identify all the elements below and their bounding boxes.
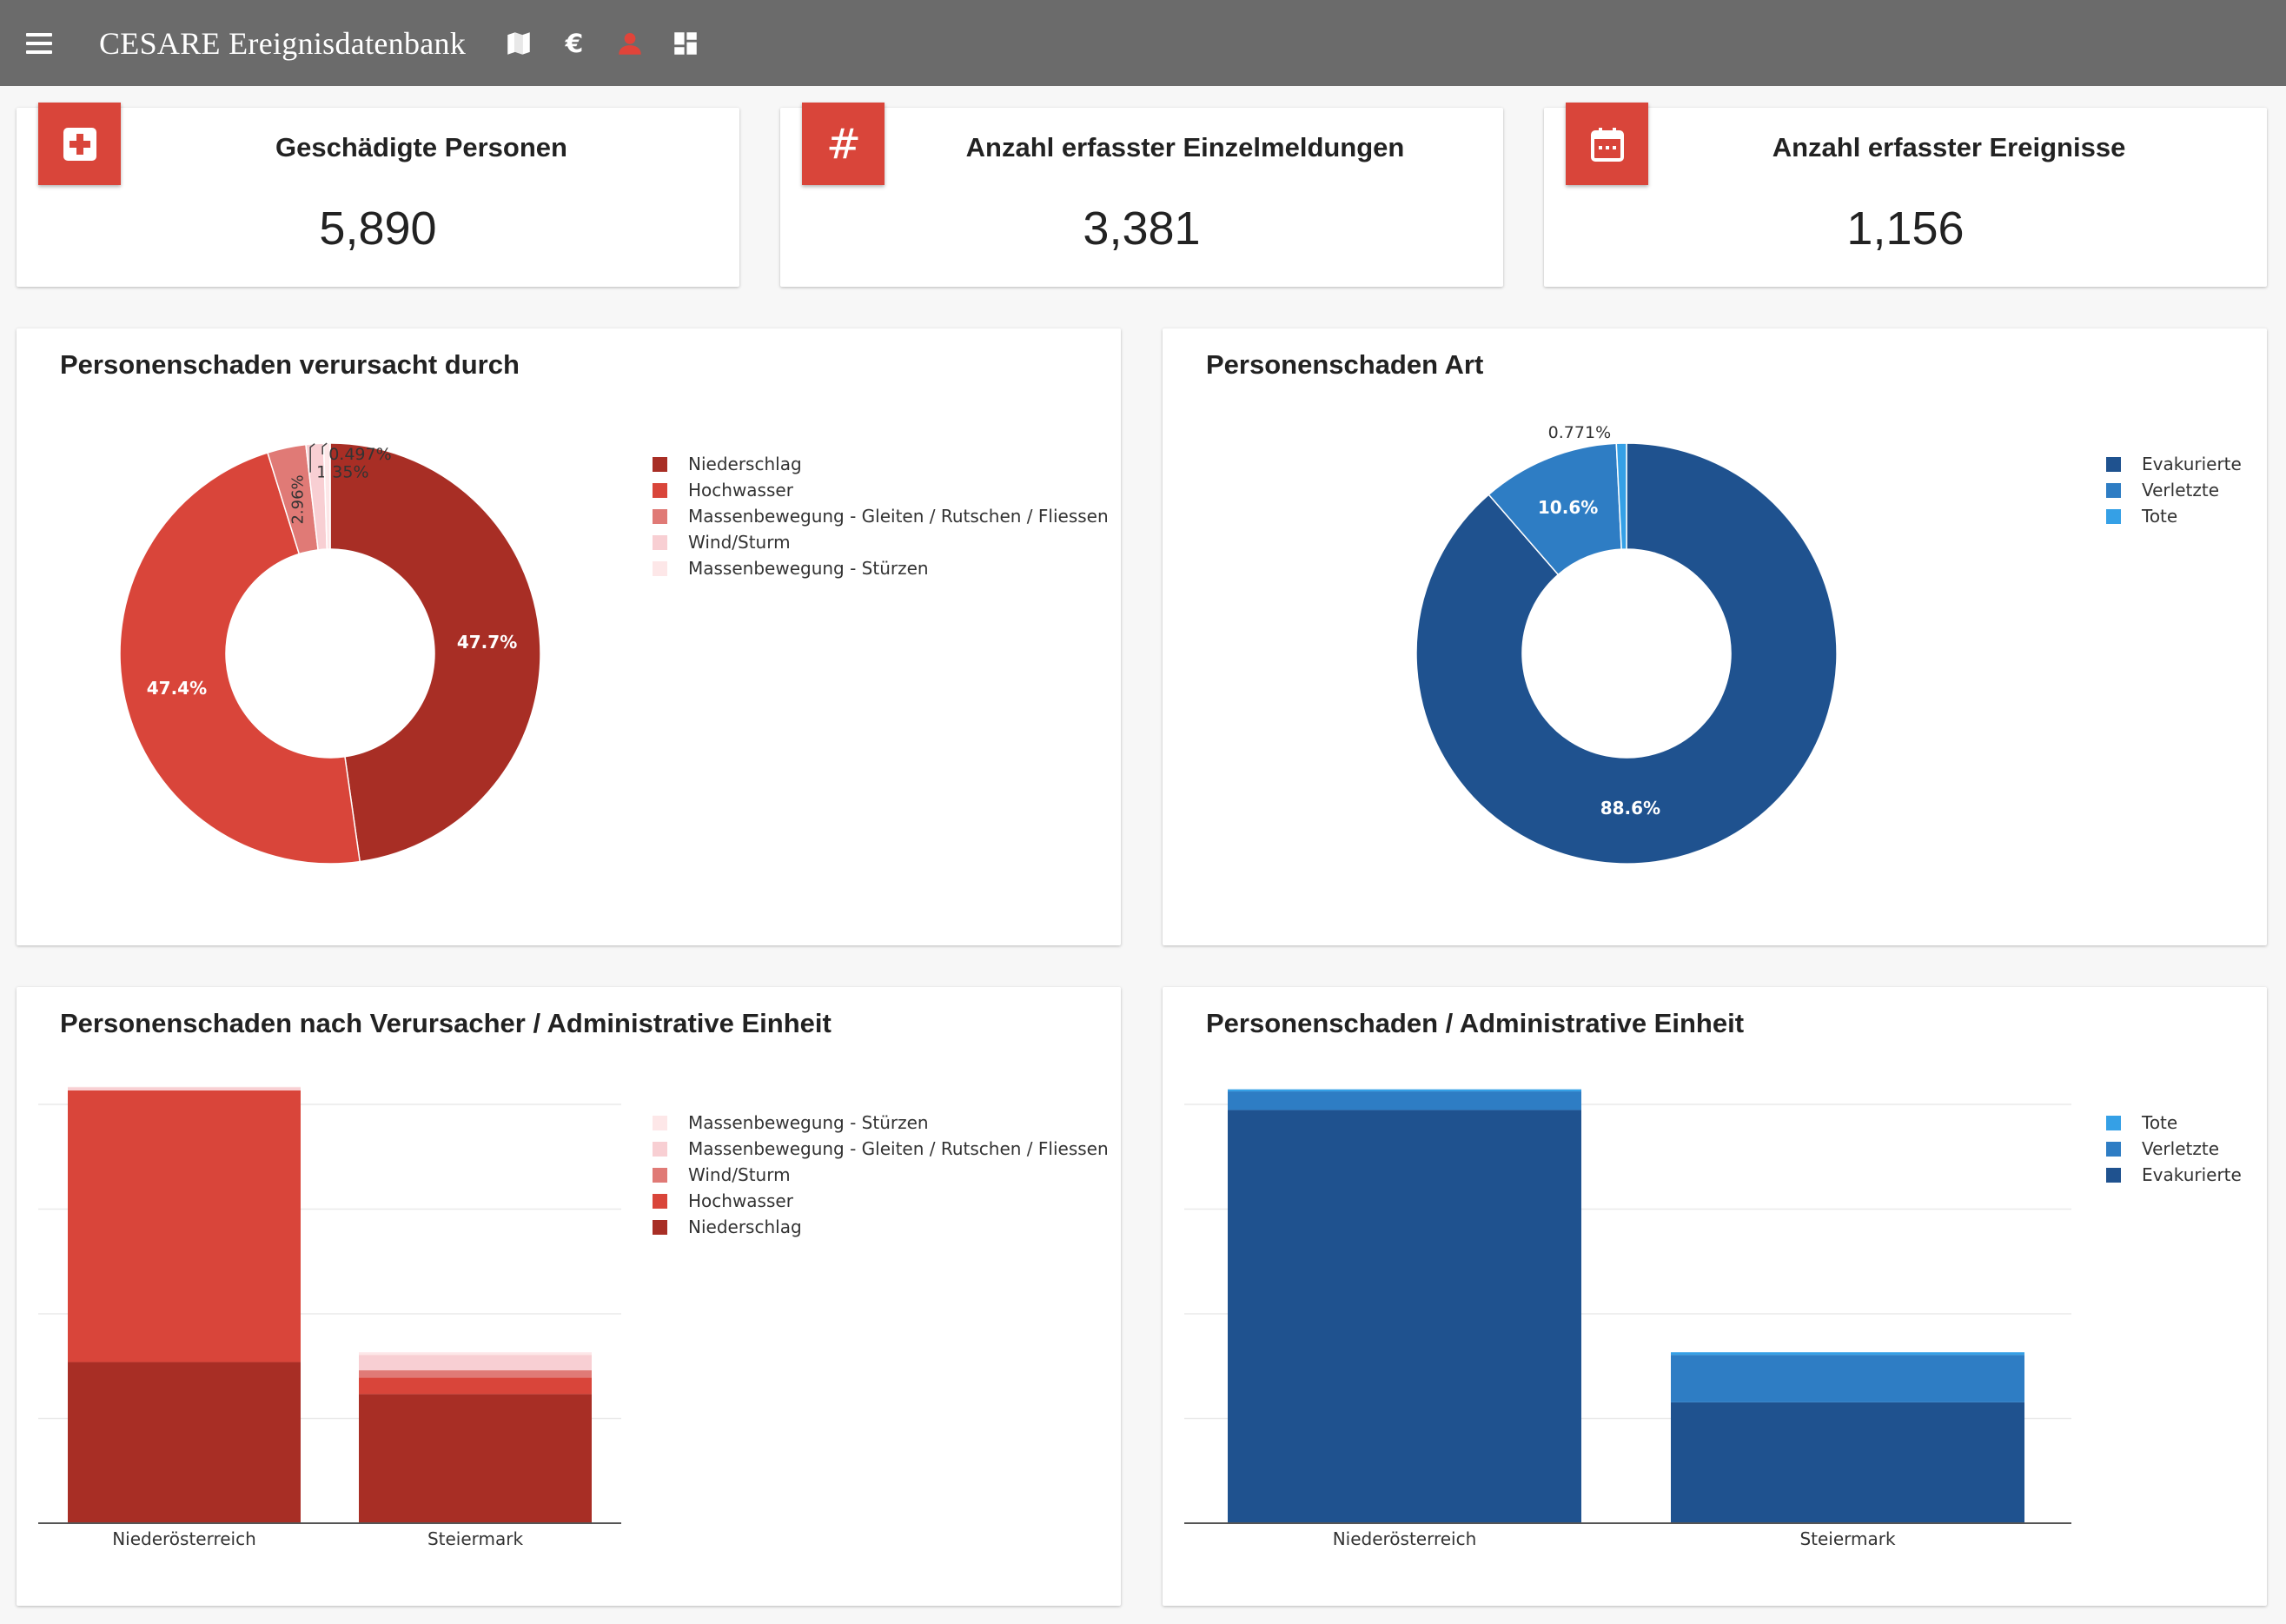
cause-donut-chart: 47.7%47.4%2.96%1.35%0.497% NiederschlagHo… (119, 442, 1109, 865)
data-label: 10.6% (1538, 497, 1598, 518)
legend-swatch (653, 561, 667, 576)
map-icon[interactable] (504, 29, 533, 58)
legend-swatch (653, 1220, 667, 1235)
legend-label-wind-sturm: Wind/Sturm (688, 532, 791, 553)
chart-title: Personenschaden nach Verursacher / Admin… (60, 1008, 832, 1038)
bar-wind-sturm-steiermark (359, 1370, 592, 1378)
data-label: 0.497% (328, 445, 391, 464)
bar-massenbewegung-gleiten-rutschen-fliessen-steiermark (359, 1355, 592, 1371)
bar-evakurierte-steiermark (1671, 1402, 2024, 1523)
label-leader-line (309, 443, 315, 473)
svg-text:€: € (565, 29, 584, 58)
type-donut-chart: 88.6% 10.6% 0.771% Evakurierte Verletzte Tote (1415, 423, 2242, 865)
kpi-title: Anzahl erfasster Ereignisse (1772, 132, 2126, 162)
kpi-card-ereignisse: Anzahl erfasster Ereignisse 1,156 (1544, 103, 2267, 287)
legend-label-tote: Tote (2141, 506, 2177, 527)
pie-slice-evakurierte (1415, 442, 1838, 865)
label-leader-line (321, 442, 328, 455)
kpi-card-geschaedigte-personen: Geschädigte Personen 5,890 (17, 103, 739, 287)
bar-verletzte-steiermark (1671, 1355, 2024, 1402)
calendar-icon (1566, 103, 1648, 185)
kpi-title: Geschädigte Personen (275, 132, 567, 162)
chart-title: Personenschaden verursacht durch (60, 349, 520, 380)
bar-hochwasser-niederösterreich (68, 1090, 301, 1362)
chart-card-cause-bar: Personenschaden nach Verursacher / Admin… (17, 987, 1121, 1606)
legend-swatch (653, 535, 667, 550)
kpi-card-einzelmeldungen: # Anzahl erfasster Einzelmeldungen 3,381 (780, 103, 1503, 287)
bar-niederschlag-niederösterreich (68, 1362, 301, 1523)
pie-slice-tote (1615, 442, 1627, 550)
legend-swatch (2106, 457, 2121, 472)
legend-swatch (653, 1168, 667, 1183)
legend-swatch (653, 483, 667, 498)
legend-swatch (2106, 483, 2121, 498)
data-label: 0.771% (1548, 423, 1611, 442)
x-tick-label-niederösterreich: Niederösterreich (1333, 1528, 1477, 1549)
legend-label-hochwasser: Hochwasser (688, 1190, 794, 1211)
chart-card-type-bar: Personenschaden / Administrative Einheit… (1163, 987, 2267, 1606)
pie-slice-hochwasser (119, 452, 361, 865)
legend-swatch (2106, 1116, 2121, 1130)
legend-label-niederschlag: Niederschlag (688, 454, 802, 474)
bar-tote-steiermark (1671, 1352, 2024, 1356)
data-label: 47.4% (147, 678, 207, 699)
bar-massenbewegung-gleiten-rutschen-fliessen-niederösterreich (68, 1087, 301, 1090)
chart-title: Personenschaden / Administrative Einheit (1206, 1008, 1745, 1038)
kpi-value: 3,381 (1083, 202, 1201, 255)
kpi-value: 5,890 (319, 202, 437, 255)
chart-title: Personenschaden Art (1206, 349, 1484, 380)
nav-icons: € (504, 29, 700, 58)
legend-swatch (653, 509, 667, 524)
legend-swatch (653, 1116, 667, 1130)
svg-text:#: # (825, 123, 860, 165)
data-label: 2.96% (288, 474, 307, 524)
legend-label-verletzte: Verletzte (2142, 1138, 2219, 1159)
legend-swatch (2106, 509, 2121, 524)
x-tick-label-steiermark: Steiermark (1799, 1528, 1896, 1549)
medical-cross-icon (38, 103, 121, 185)
data-label: 47.7% (457, 632, 517, 653)
dashboard-icon[interactable] (671, 29, 700, 58)
type-stacked-bar-chart: Niederösterreich Steiermark Tote Verletzte E… (1184, 1089, 2242, 1549)
legend-swatch (653, 1194, 667, 1209)
legend-label-evakurierte: Evakurierte (2142, 454, 2242, 474)
bar-massenbewegung-stürzen-niederösterreich (68, 1086, 301, 1088)
legend-label-massenbewegung-gleiten-rutschen-fliessen: Massenbewegung - Gleiten / Rutschen / Fl… (688, 506, 1109, 527)
legend-label-massenbewegung-stürzen: Massenbewegung - Stürzen (688, 558, 929, 579)
x-tick-label-niederösterreich: Niederösterreich (112, 1528, 256, 1549)
cause-stacked-bar-chart: Niederösterreich Steiermark Massenbewegung… (38, 1086, 1109, 1549)
menu-icon[interactable] (26, 26, 64, 61)
bar-verletzte-niederösterreich (1228, 1091, 1581, 1110)
legend-label-hochwasser: Hochwasser (688, 480, 794, 500)
app-title: CESARE Ereignisdatenbank (99, 25, 467, 61)
app-bar: CESARE Ereignisdatenbank € (0, 0, 2286, 86)
legend-label-evakurierte: Evakurierte (2142, 1164, 2242, 1185)
bar-niederschlag-steiermark (359, 1394, 592, 1523)
chart-card-type-pie: Personenschaden Art 88.6% 10.6% 0.771% Evak… (1163, 328, 2267, 945)
person-icon[interactable] (615, 29, 645, 58)
kpi-value: 1,156 (1846, 202, 1965, 255)
legend-swatch (653, 457, 667, 472)
kpi-title: Anzahl erfasster Einzelmeldungen (965, 132, 1405, 162)
legend-label-niederschlag: Niederschlag (688, 1216, 802, 1237)
euro-icon[interactable]: € (560, 29, 589, 58)
pie-slice-massenbewegung-stürzen (322, 442, 331, 550)
legend-label-massenbewegung-gleiten-rutschen-fliessen: Massenbewegung - Gleiten / Rutschen / Fl… (688, 1138, 1109, 1159)
chart-card-cause-pie: Personenschaden verursacht durch 47.7% 47… (17, 328, 1121, 945)
pie-slice-niederschlag (329, 442, 541, 863)
bar-hochwasser-steiermark (359, 1377, 592, 1395)
legend-label-wind-sturm: Wind/Sturm (688, 1164, 791, 1185)
legend-swatch (2106, 1142, 2121, 1157)
x-tick-label-steiermark: Steiermark (427, 1528, 524, 1549)
bar-evakurierte-niederösterreich (1228, 1110, 1581, 1523)
legend-swatch (2106, 1168, 2121, 1183)
legend-label-massenbewegung-stürzen: Massenbewegung - Stürzen (688, 1112, 929, 1133)
hash-icon: # (802, 103, 885, 185)
bar-tote-niederösterreich (1228, 1089, 1581, 1092)
data-label: 88.6% (1600, 798, 1660, 819)
legend-swatch (653, 1142, 667, 1157)
bar-massenbewegung-stürzen-steiermark (359, 1352, 592, 1356)
legend-label-tote: Tote (2141, 1112, 2177, 1133)
legend-label-verletzte: Verletzte (2142, 480, 2219, 500)
